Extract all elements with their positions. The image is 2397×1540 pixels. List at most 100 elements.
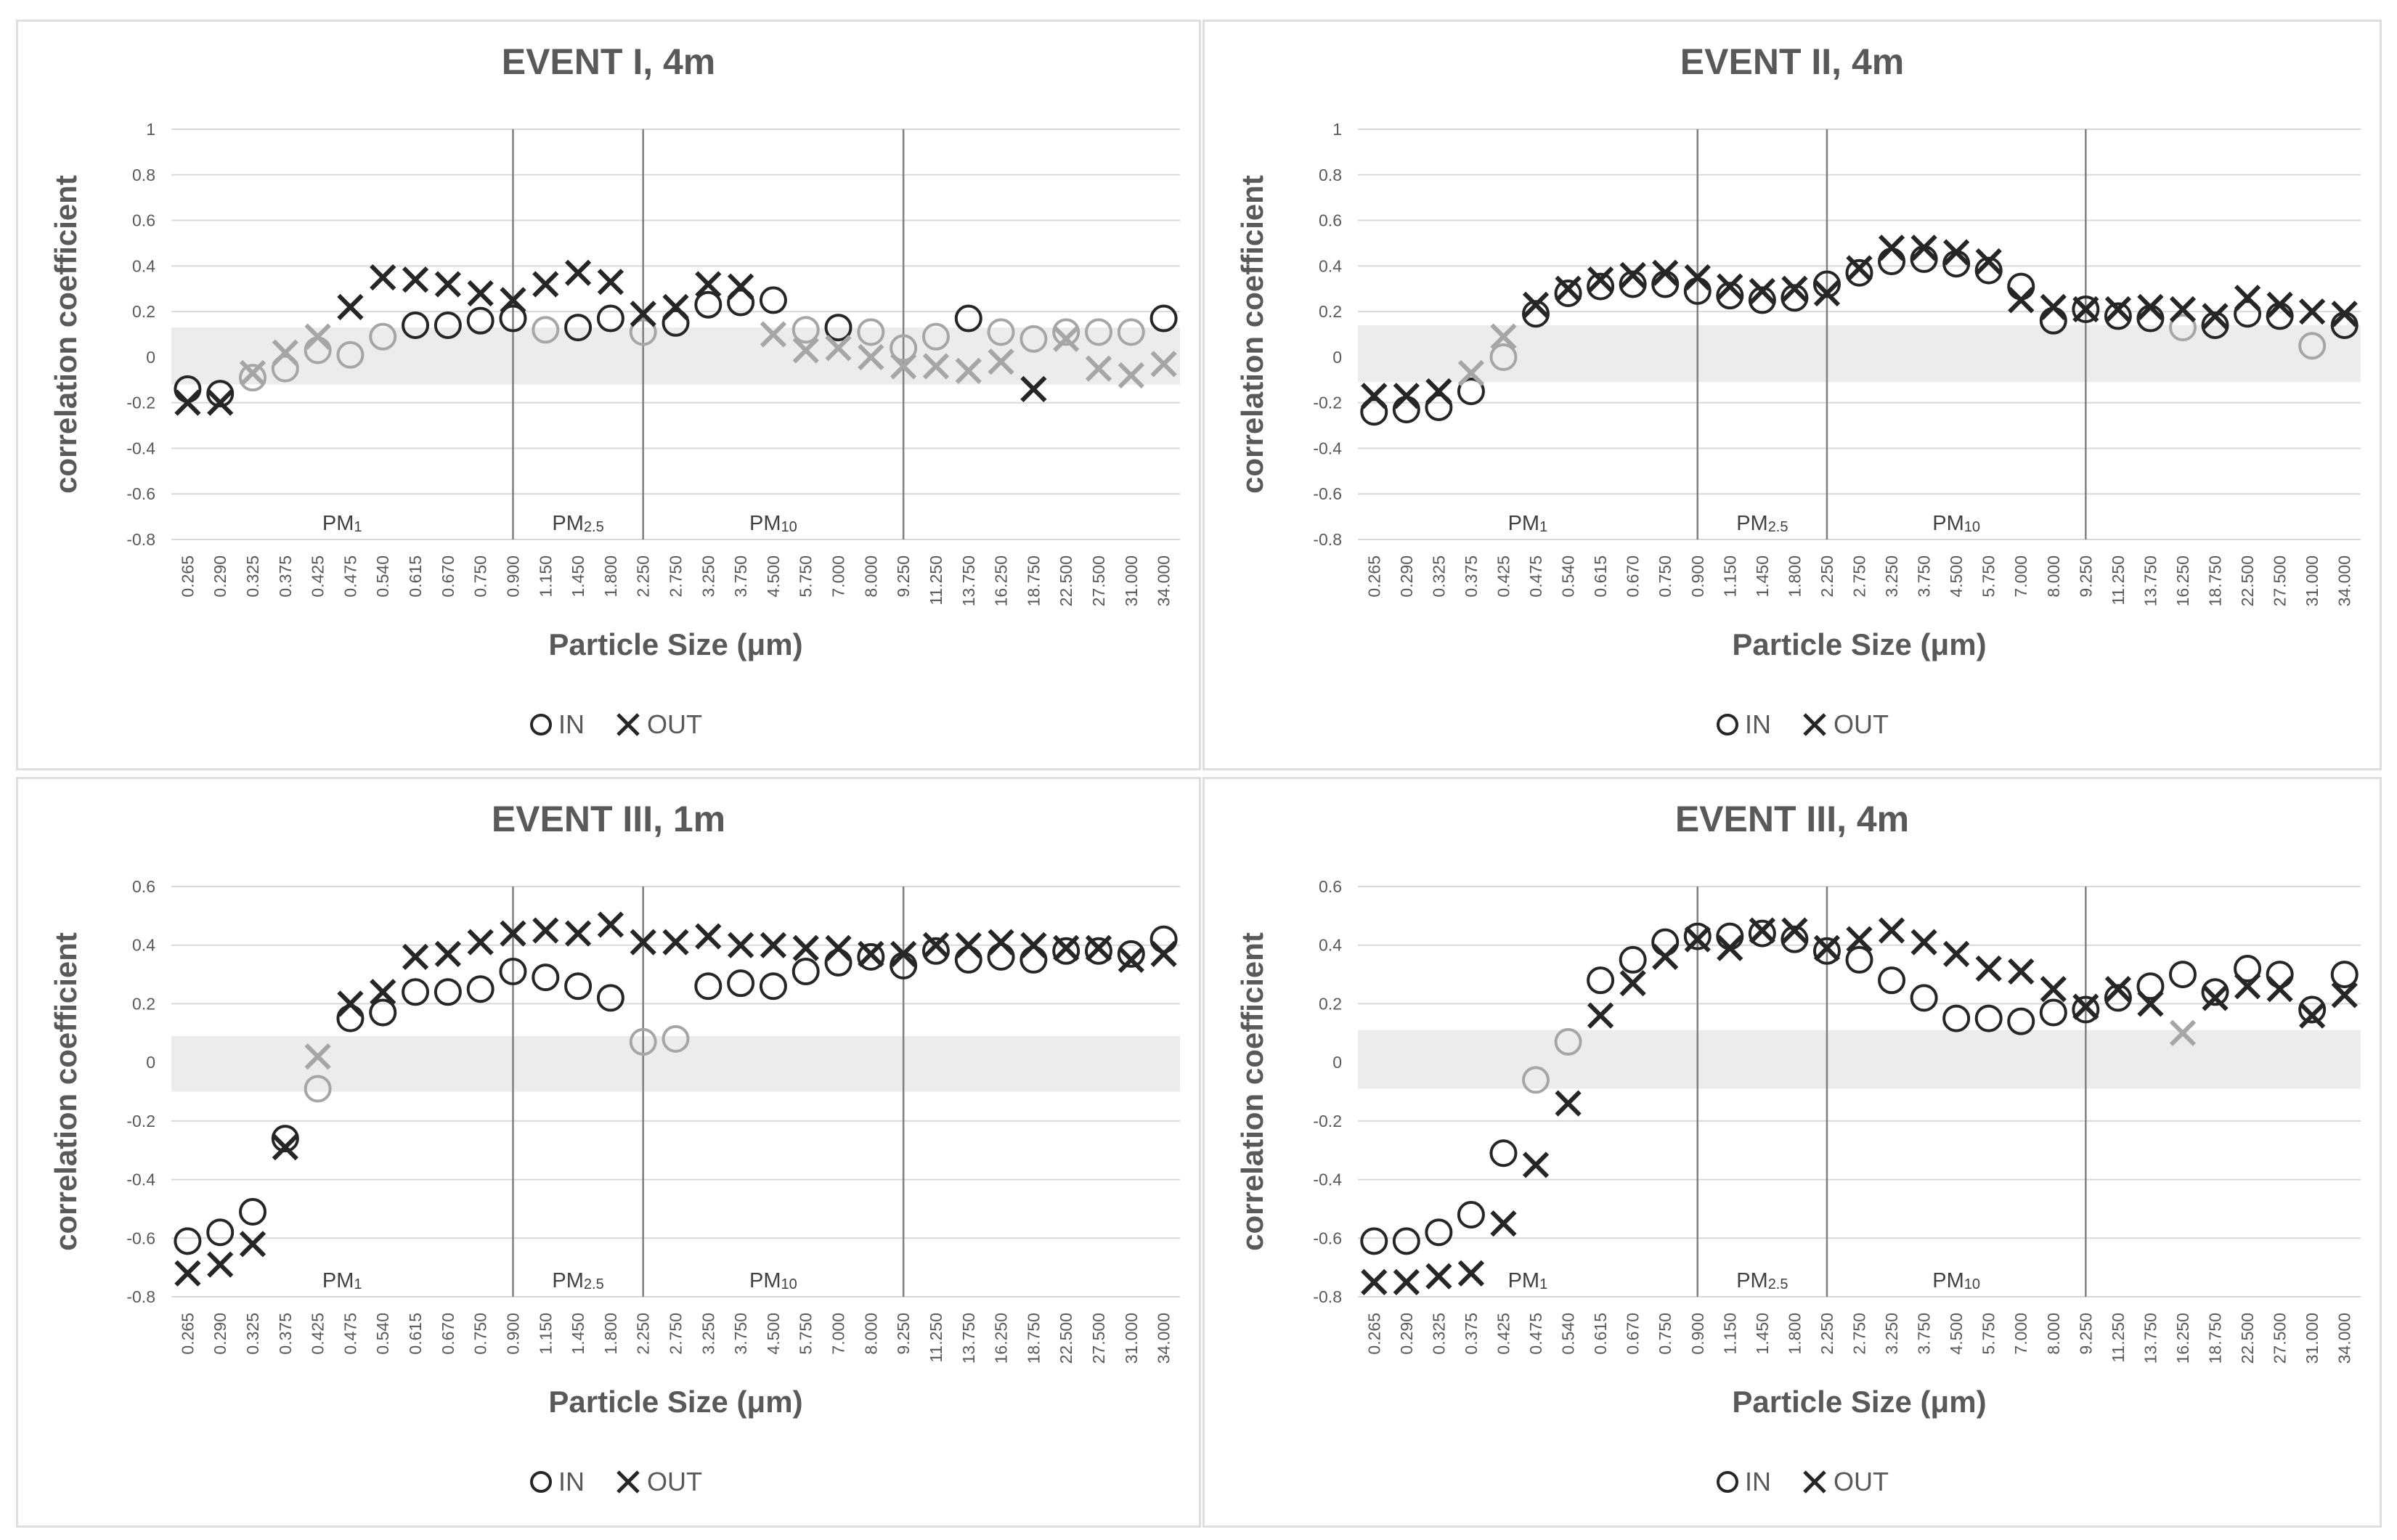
out-point: [272, 1134, 298, 1161]
x-tick-label: 27.500: [2271, 555, 2290, 606]
out-point: [1878, 235, 1905, 261]
x-tick-label: 8.000: [861, 1313, 880, 1355]
in-point: [1748, 286, 1776, 314]
legend-in-marker: [530, 714, 552, 736]
out-point: [1910, 235, 1937, 261]
legend-out-label: OUT: [1834, 709, 1889, 739]
in-point: [1974, 256, 2003, 285]
out-point: [597, 911, 624, 938]
x-tick-label: 22.500: [2238, 555, 2257, 606]
x-tick-label: 0.750: [1656, 555, 1674, 598]
in-point: [857, 318, 885, 346]
out-point: [1619, 261, 1646, 289]
y-tick-label: 0.6: [132, 211, 155, 230]
out-point: [1684, 264, 1711, 291]
region-label: PM2.5: [552, 1269, 603, 1292]
y-tick-label: 0.8: [132, 166, 155, 184]
x-tick-label: 5.750: [1979, 555, 1998, 598]
region-label: PM2.5: [1736, 1269, 1788, 1292]
out-point: [1020, 375, 1047, 402]
x-tick-label: 0.670: [1624, 1313, 1643, 1355]
in-point: [466, 975, 495, 1003]
y-tick-label: 0.6: [132, 877, 155, 896]
in-point: [434, 311, 462, 339]
in-point: [532, 316, 560, 344]
out-point: [2137, 990, 2164, 1017]
region-label-subscript: 10: [1964, 1276, 1980, 1292]
in-point: [921, 322, 950, 351]
x-tick-label: 2.250: [1818, 1313, 1836, 1355]
x-tick-label: 0.615: [1591, 1313, 1610, 1355]
x-tick-label: 1.150: [536, 1313, 555, 1355]
in-point: [174, 1227, 202, 1255]
in-point: [1522, 1066, 1550, 1094]
out-point: [988, 349, 1014, 375]
out-point: [1619, 970, 1646, 997]
y-tick-label: -0.6: [1313, 484, 1342, 503]
y-tick-label: -0.8: [1313, 1287, 1342, 1306]
in-point: [2201, 311, 2229, 339]
in-point: [2234, 300, 2262, 328]
x-tick-label: 16.250: [992, 1313, 1011, 1364]
region-label-subscript: 1: [1539, 1276, 1547, 1292]
in-point: [402, 311, 430, 339]
in-point: [1587, 966, 1615, 995]
x-tick-label: 0.265: [178, 1313, 197, 1355]
chart-title: EVENT III, 1m: [492, 799, 725, 839]
out-point: [1522, 1152, 1550, 1178]
out-point: [1425, 378, 1452, 405]
y-tick-label: 1: [1332, 120, 1342, 139]
in-point: [2298, 995, 2327, 1024]
x-tick-label: 1.450: [1753, 1313, 1772, 1355]
out-point: [2104, 976, 2132, 1003]
x-tick-label: 27.500: [1089, 1313, 1108, 1364]
in-point: [1812, 937, 1841, 965]
out-point: [1522, 291, 1550, 318]
out-point: [532, 917, 559, 944]
legend-in-marker: [530, 1471, 552, 1493]
region-label: PM10: [749, 1269, 797, 1292]
region-label-subscript: 10: [781, 519, 797, 535]
in-point: [2168, 314, 2197, 342]
out-point: [1393, 1268, 1420, 1295]
out-point: [1425, 1263, 1452, 1290]
out-point: [1085, 355, 1112, 382]
out-point: [207, 1251, 234, 1278]
out-point: [1846, 926, 1873, 953]
region-label-subscript: 1: [354, 519, 362, 535]
out-point: [890, 940, 917, 967]
x-tick-label: 8.000: [2044, 1313, 2063, 1355]
x-tick-label: 11.250: [2109, 1313, 2128, 1363]
in-point: [1812, 270, 1841, 298]
x-tick-label: 0.325: [1429, 1313, 1448, 1355]
x-tick-label: 9.250: [894, 555, 913, 598]
x-tick-label: 7.000: [2011, 1313, 2030, 1355]
legend-in-label: IN: [558, 709, 585, 739]
out-point: [2234, 285, 2261, 311]
insignificance-band: [171, 1035, 1180, 1092]
x-tick-label: 0.325: [243, 1313, 262, 1355]
x-tick-label: 2.250: [1818, 555, 1836, 598]
in-point: [1425, 393, 1453, 421]
in-point: [466, 306, 495, 335]
chart-panel-event-3-1m: EVENT III, 1m 0.6 0.4 0.2 0 -0.2 -0.4 -0.6 -0.8 P…: [16, 777, 1201, 1528]
in-point: [1845, 945, 1873, 974]
out-point: [1490, 1210, 1517, 1237]
out-point: [662, 293, 689, 320]
out-point: [1457, 1260, 1485, 1287]
out-point: [1910, 929, 1937, 956]
in-point: [1360, 398, 1388, 426]
in-point: [1457, 377, 1485, 405]
in-point: [2104, 984, 2132, 1012]
x-tick-label: 0.375: [1462, 555, 1481, 598]
chart-svg: EVENT III, 4m 0.6 0.4 0.2 0 -0.2 -0.4 -0.6 -0.8 P…: [1235, 799, 2361, 1496]
x-tick-label: 11.250: [2109, 555, 2128, 606]
out-point: [272, 339, 298, 366]
in-point: [1619, 270, 1647, 298]
chart-svg: EVENT III, 1m 0.6 0.4 0.2 0 -0.2 -0.4 -0.6 -0.8 P…: [49, 799, 1180, 1496]
y-tick-label: 1: [146, 120, 155, 139]
out-point: [1813, 934, 1841, 961]
in-point: [1489, 343, 1518, 371]
in-point: [434, 978, 462, 1006]
x-tick-label: 11.250: [927, 1313, 945, 1363]
